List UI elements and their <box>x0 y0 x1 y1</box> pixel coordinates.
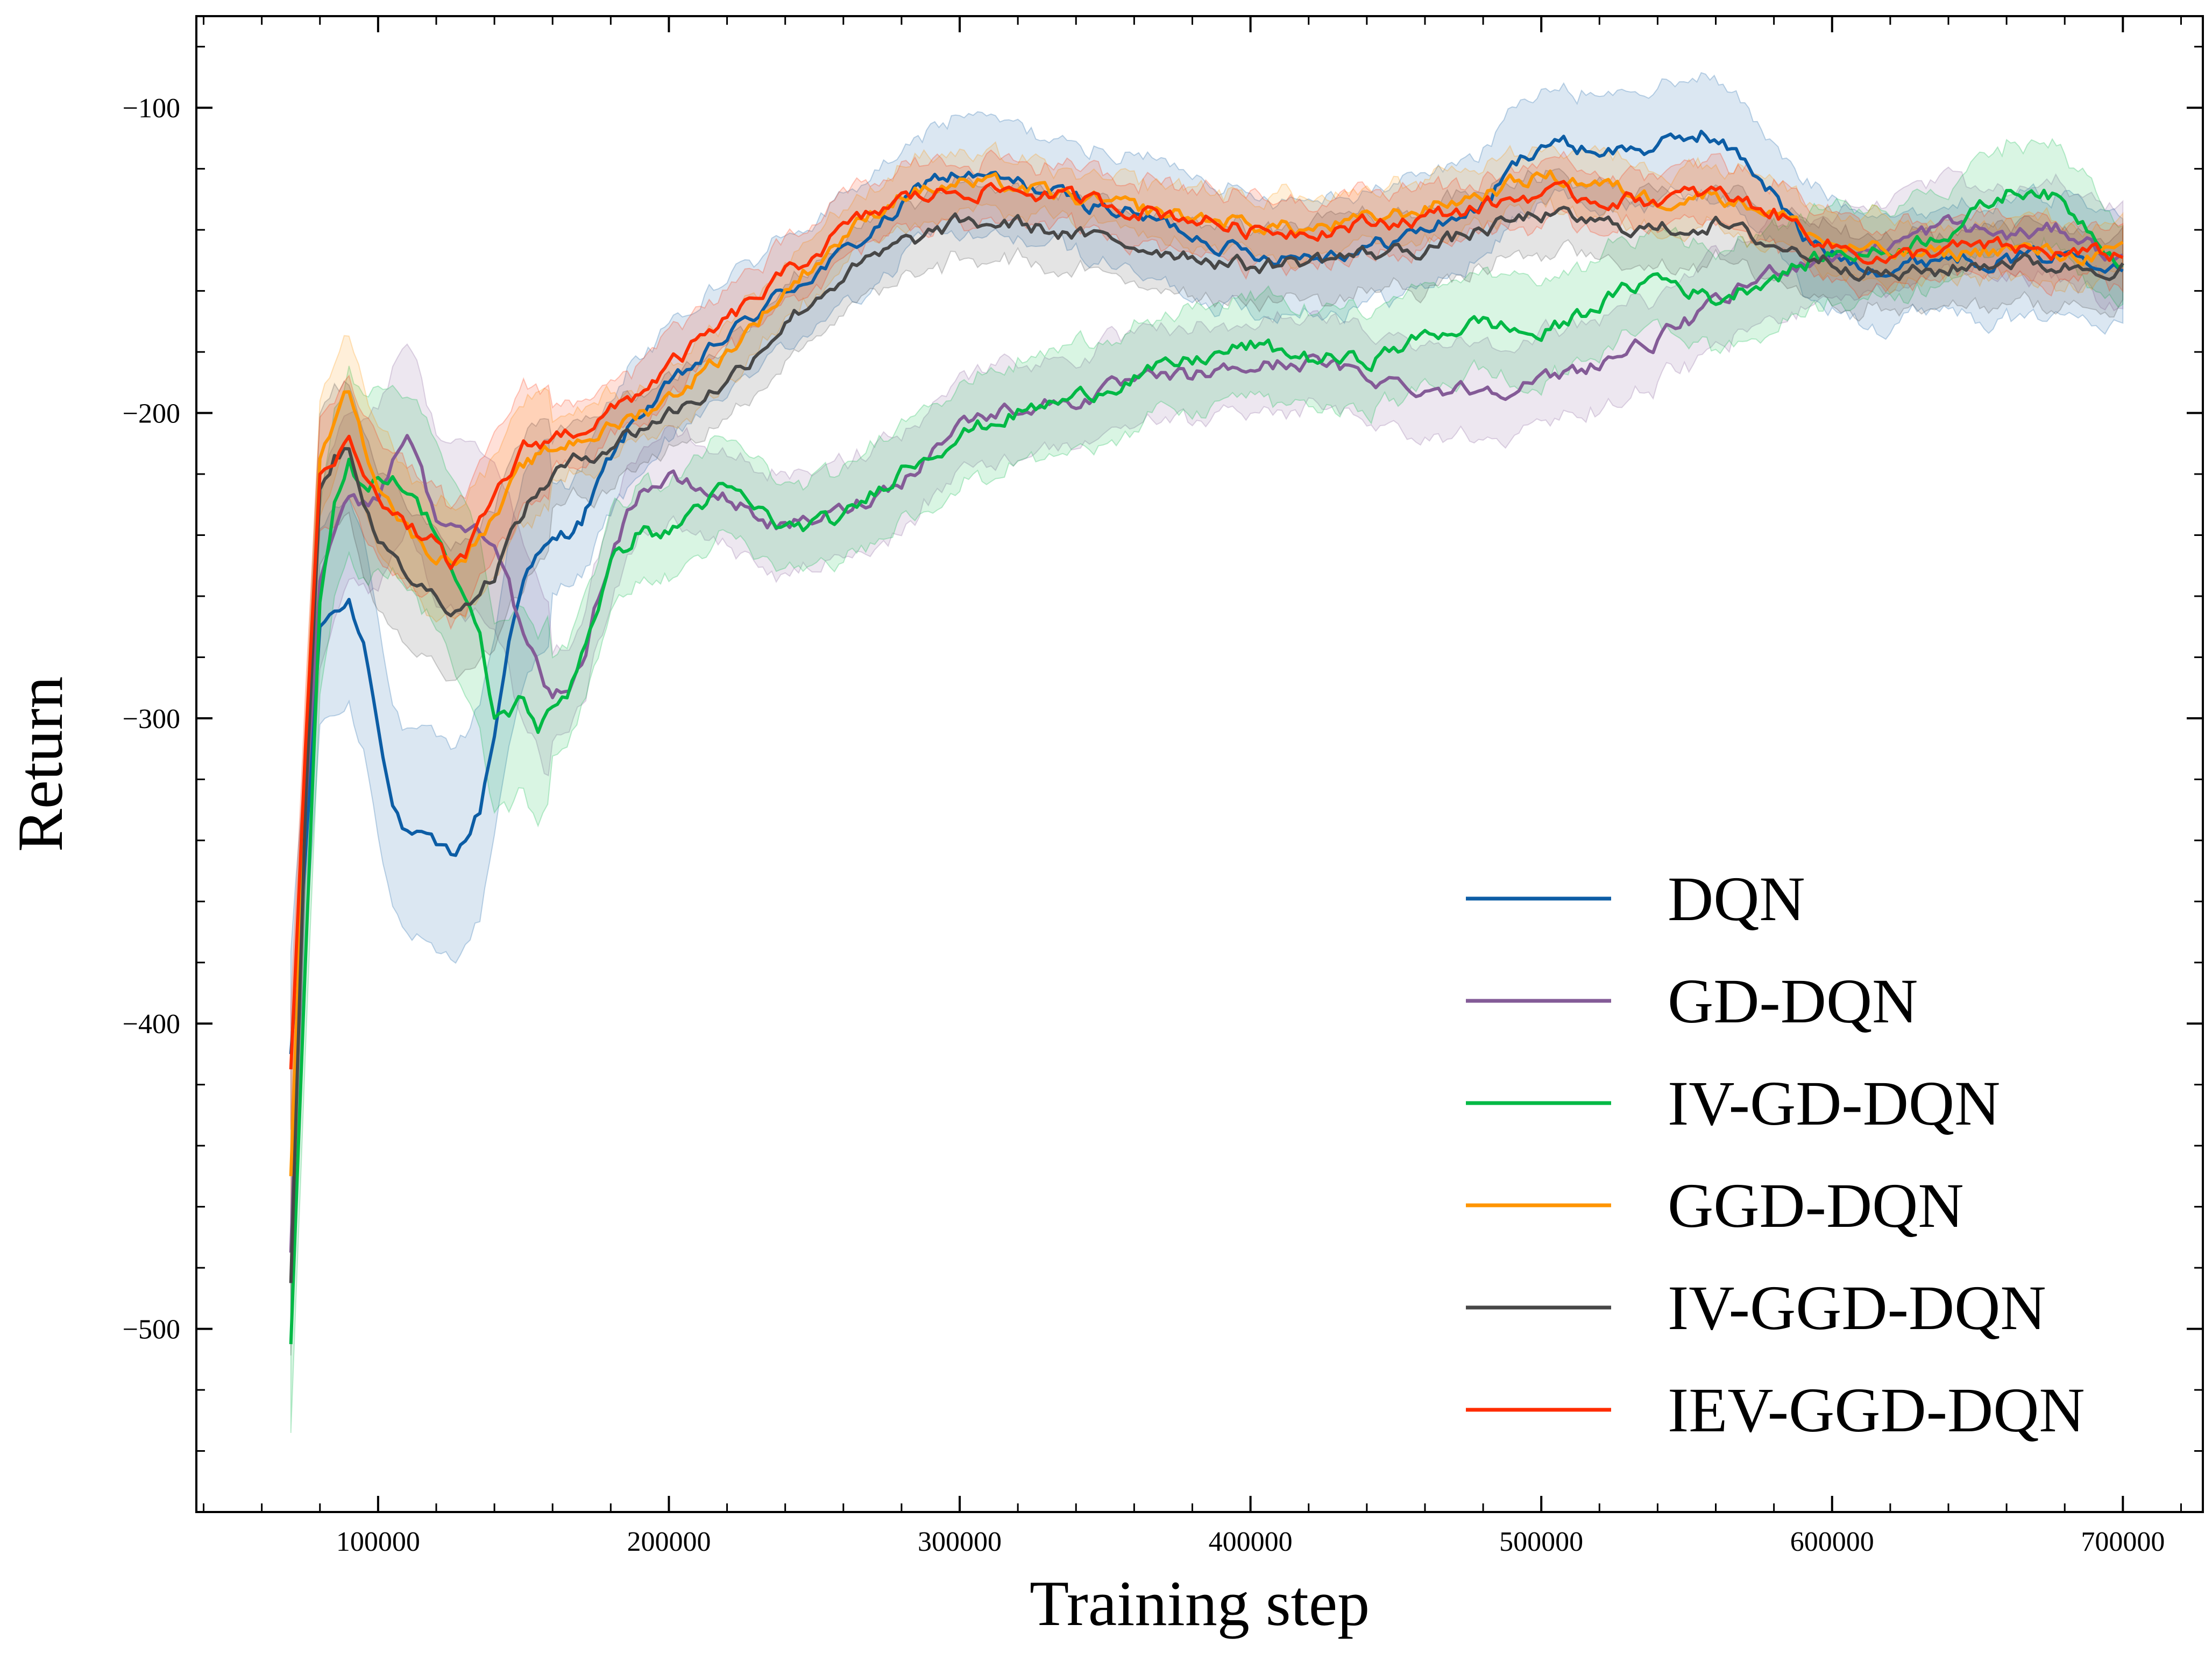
y-tick-label: −500 <box>123 1315 180 1345</box>
legend-label-ggd-dqn: GGD-DQN <box>1668 1170 1964 1241</box>
series-lines <box>289 130 2124 1345</box>
legend: DQN GD-DQN IV-GD-DQN GGD-DQN IV-GGD-DQN IEV-G… <box>1466 864 2085 1445</box>
series-line-ggd-dqn <box>289 169 2124 1177</box>
x-tick-label: 600000 <box>1790 1527 1874 1557</box>
x-axis-label: Training step <box>1030 1567 1370 1639</box>
x-tick-label: 500000 <box>1499 1527 1583 1557</box>
x-tick-label: 700000 <box>2081 1527 2165 1557</box>
y-tick-label: −400 <box>123 1009 180 1040</box>
x-tick-labels: 100000 200000 300000 400000 500000 600000 7000… <box>336 1527 2165 1557</box>
series-line-iev-ggd-dqn <box>289 180 2124 1070</box>
y-tick-label: −300 <box>123 704 180 734</box>
legend-label-iv-gd-dqn: IV-GD-DQN <box>1668 1068 2000 1139</box>
series-line-dqn <box>289 130 2124 1055</box>
y-tick-labels: −100 −200 −300 −400 −500 <box>123 93 180 1345</box>
y-tick-label: −100 <box>123 93 180 124</box>
band-iv-gd-dqn <box>290 138 2124 1433</box>
x-tick-label: 300000 <box>918 1527 1002 1557</box>
x-tick-label: 200000 <box>627 1527 711 1557</box>
plot-frame <box>195 15 2204 1513</box>
legend-label-iv-ggd-dqn: IV-GGD-DQN <box>1668 1273 2046 1343</box>
axis-ticks <box>196 16 2203 1513</box>
y-tick-label: −200 <box>123 399 180 429</box>
series-line-iv-ggd-dqn <box>289 206 2124 1283</box>
band-gd-dqn <box>290 166 2124 1339</box>
x-tick-label: 100000 <box>336 1527 420 1557</box>
x-tick-label: 400000 <box>1209 1527 1293 1557</box>
legend-label-iev-ggd-dqn: IEV-GGD-DQN <box>1668 1375 2085 1445</box>
legend-label-gd-dqn: GD-DQN <box>1668 966 1918 1036</box>
series-line-iv-gd-dqn <box>289 188 2124 1345</box>
legend-label-dqn: DQN <box>1668 864 1805 934</box>
band-dqn <box>290 72 2124 1156</box>
y-axis-label: Return <box>4 676 76 852</box>
